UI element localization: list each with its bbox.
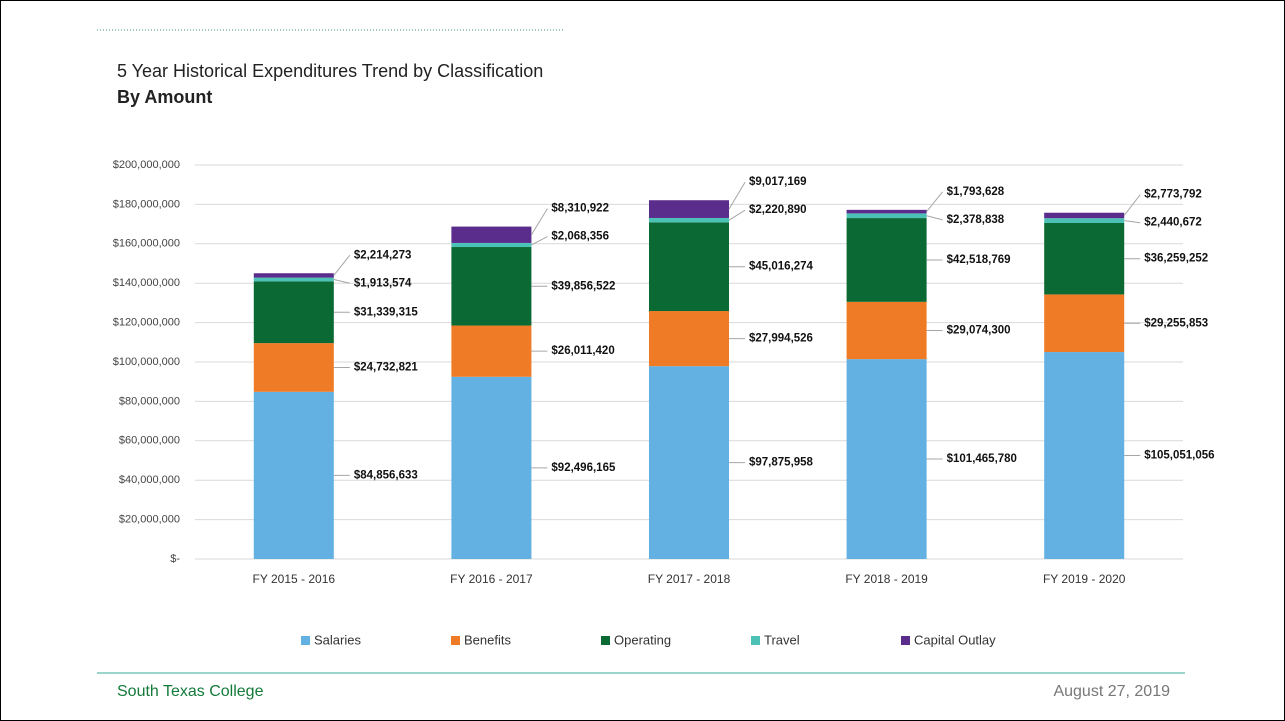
y-tick-label: $-	[170, 553, 180, 565]
data-label: $24,732,821	[354, 362, 419, 374]
legend-label: Benefits	[464, 632, 511, 647]
y-tick-label: $40,000,000	[119, 474, 180, 486]
bar-segment	[1044, 294, 1125, 353]
legend-label: Operating	[614, 632, 671, 647]
data-label: $39,856,522	[551, 280, 615, 292]
bar-segment	[648, 222, 730, 312]
data-label: $8,310,922	[551, 203, 609, 215]
bar-segment	[253, 281, 334, 344]
bar-segment	[846, 213, 927, 219]
legend-swatch	[451, 636, 460, 645]
y-tick-label: $20,000,000	[119, 514, 180, 526]
legend-swatch	[901, 636, 910, 645]
footer-left: South Texas College	[117, 683, 264, 700]
leader-line	[1124, 220, 1141, 224]
data-label: $26,011,420	[551, 345, 614, 357]
bar-segment	[253, 273, 334, 278]
bar-segment	[648, 366, 730, 559]
bar-segment	[846, 209, 927, 214]
x-tick-label: FY 2019 - 2020	[1043, 572, 1126, 586]
x-tick-label: FY 2018 - 2019	[845, 572, 928, 586]
y-tick-label: $100,000,000	[113, 356, 180, 368]
leader-line	[333, 278, 350, 284]
bar-segment	[451, 376, 532, 559]
bar-segment	[253, 391, 334, 559]
data-label: $31,339,315	[354, 306, 419, 318]
leader-line	[926, 191, 944, 212]
data-label: $84,856,633	[354, 469, 418, 481]
footer-right: August 27, 2019	[1053, 683, 1170, 700]
bar-segment	[648, 311, 730, 367]
legend-swatch	[601, 636, 610, 645]
y-tick-label: $180,000,000	[113, 198, 180, 210]
bar-segment	[1044, 218, 1125, 223]
data-label: $9,017,169	[749, 176, 807, 188]
x-tick-label: FY 2017 - 2018	[648, 572, 731, 586]
chart-title: 5 Year Historical Expenditures Trend by …	[117, 61, 543, 81]
y-tick-label: $60,000,000	[119, 435, 180, 447]
data-label: $36,259,252	[1144, 253, 1208, 265]
legend-label: Capital Outlay	[914, 632, 996, 647]
data-label: $105,051,056	[1144, 450, 1214, 462]
bar-segment	[451, 226, 532, 243]
chart-subtitle: By Amount	[117, 87, 212, 107]
data-label: $97,875,958	[749, 457, 814, 469]
leader-line	[926, 215, 943, 221]
y-tick-label: $140,000,000	[113, 277, 180, 289]
x-tick-label: FY 2016 - 2017	[450, 572, 533, 586]
leader-line	[1123, 194, 1141, 216]
bar-segment	[451, 247, 532, 326]
data-label: $1,913,574	[354, 277, 412, 289]
data-label: $1,793,628	[947, 186, 1005, 198]
leader-line	[531, 236, 548, 246]
data-label: $2,773,792	[1144, 189, 1202, 201]
data-label: $2,068,356	[551, 231, 609, 243]
y-tick-label: $160,000,000	[113, 238, 180, 250]
bar-segment	[648, 217, 730, 223]
data-label: $2,220,890	[749, 204, 807, 216]
data-label: $45,016,274	[749, 261, 814, 273]
data-label: $29,074,300	[947, 325, 1011, 337]
data-label: $29,255,853	[1144, 317, 1208, 329]
legend-swatch	[751, 636, 760, 645]
data-label: $2,440,672	[1144, 217, 1202, 229]
y-tick-label: $200,000,000	[113, 159, 180, 171]
bar-segment	[253, 277, 334, 282]
legend-label: Salaries	[314, 632, 361, 647]
leader-line	[530, 208, 548, 236]
leader-line	[728, 209, 746, 221]
data-label: $101,465,780	[947, 453, 1017, 465]
bar-segment	[846, 218, 927, 302]
bar-segment	[846, 301, 927, 360]
data-label: $27,994,526	[749, 333, 813, 345]
bar-segment	[846, 359, 927, 559]
data-label: $2,378,838	[947, 214, 1005, 226]
leader-line	[333, 254, 351, 276]
bar-segment	[253, 343, 334, 392]
bar-segment	[1044, 212, 1125, 219]
legend-swatch	[301, 636, 310, 645]
data-label: $42,518,769	[947, 254, 1011, 266]
data-label: $2,214,273	[354, 249, 412, 261]
y-tick-label: $120,000,000	[113, 317, 180, 329]
bar-segment	[1044, 222, 1125, 295]
legend-label: Travel	[764, 632, 800, 647]
x-tick-label: FY 2015 - 2016	[253, 572, 336, 586]
data-label: $92,496,165	[551, 462, 616, 474]
leader-line	[728, 181, 746, 210]
bar-segment	[451, 242, 532, 248]
bar-segment	[1044, 352, 1125, 559]
bar-segment	[648, 200, 730, 218]
y-tick-label: $80,000,000	[119, 395, 180, 407]
bar-segment	[451, 325, 532, 377]
